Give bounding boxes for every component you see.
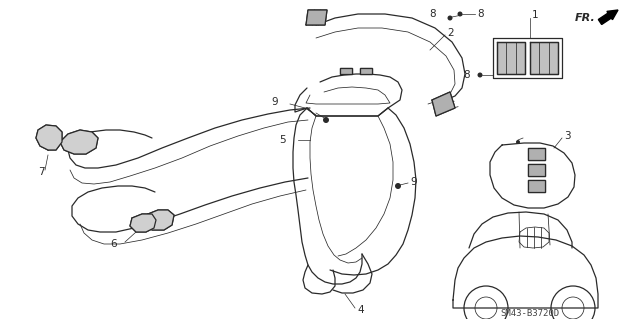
Text: 8: 8: [477, 9, 484, 19]
FancyArrow shape: [598, 10, 618, 25]
Polygon shape: [340, 68, 352, 74]
Circle shape: [323, 117, 329, 123]
Text: 2: 2: [447, 28, 454, 38]
Polygon shape: [146, 210, 174, 230]
Text: 9: 9: [410, 177, 417, 187]
Polygon shape: [432, 92, 455, 116]
Text: 3: 3: [564, 131, 571, 141]
Text: 8: 8: [429, 9, 436, 19]
Circle shape: [477, 72, 483, 78]
Text: 5: 5: [280, 135, 286, 145]
Polygon shape: [36, 125, 62, 150]
Text: 1: 1: [532, 10, 539, 20]
Text: FR.: FR.: [575, 13, 596, 23]
Circle shape: [447, 16, 452, 20]
Polygon shape: [306, 10, 327, 25]
Polygon shape: [530, 42, 558, 74]
Polygon shape: [130, 214, 156, 232]
Polygon shape: [528, 164, 545, 176]
Text: 6: 6: [110, 239, 116, 249]
Circle shape: [458, 11, 463, 17]
Text: 4: 4: [357, 305, 364, 315]
Text: SM43-B3720D: SM43-B3720D: [500, 308, 559, 317]
Polygon shape: [497, 42, 525, 74]
Polygon shape: [528, 180, 545, 192]
Text: 9: 9: [271, 97, 278, 107]
Circle shape: [395, 183, 401, 189]
Circle shape: [516, 140, 520, 144]
Text: 8: 8: [463, 70, 470, 80]
Polygon shape: [60, 130, 98, 154]
Text: 7: 7: [38, 167, 45, 177]
Polygon shape: [360, 68, 372, 74]
Polygon shape: [528, 148, 545, 160]
